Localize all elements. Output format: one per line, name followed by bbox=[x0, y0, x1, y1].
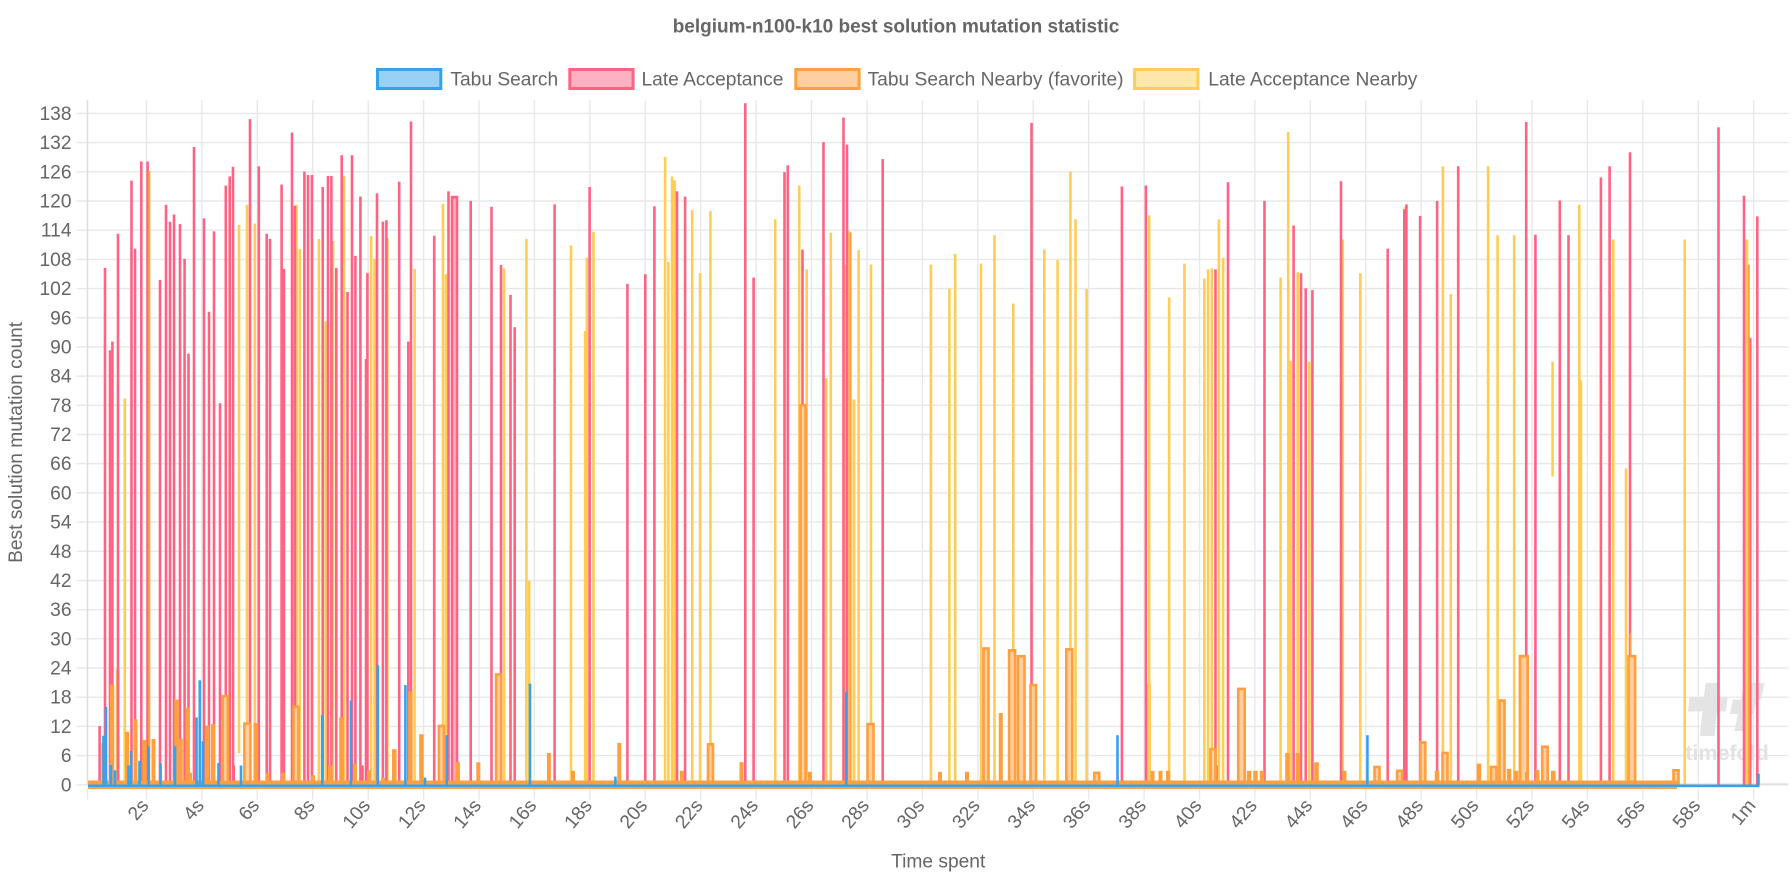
svg-text:84: 84 bbox=[50, 367, 72, 388]
svg-text:120: 120 bbox=[39, 192, 71, 213]
svg-text:126: 126 bbox=[39, 162, 71, 183]
svg-text:belgium-n100-k10 best solution: belgium-n100-k10 best solution mutation … bbox=[673, 17, 1120, 38]
svg-text:Tabu Search: Tabu Search bbox=[450, 70, 558, 91]
svg-text:12: 12 bbox=[50, 717, 71, 738]
svg-text:132: 132 bbox=[39, 133, 71, 154]
svg-text:30: 30 bbox=[50, 629, 71, 650]
svg-text:138: 138 bbox=[39, 104, 71, 125]
svg-text:Best solution mutation count: Best solution mutation count bbox=[6, 321, 27, 563]
svg-text:60: 60 bbox=[50, 483, 71, 504]
svg-text:42: 42 bbox=[50, 571, 71, 592]
svg-text:96: 96 bbox=[50, 308, 71, 329]
svg-text:6: 6 bbox=[61, 746, 72, 767]
svg-text:Tabu Search Nearby (favorite): Tabu Search Nearby (favorite) bbox=[868, 70, 1124, 91]
svg-text:0: 0 bbox=[61, 775, 72, 796]
svg-text:114: 114 bbox=[41, 221, 72, 242]
svg-text:66: 66 bbox=[50, 454, 71, 475]
svg-text:Late Acceptance: Late Acceptance bbox=[642, 70, 784, 91]
svg-text:36: 36 bbox=[50, 600, 71, 621]
svg-text:102: 102 bbox=[39, 279, 71, 300]
svg-text:48: 48 bbox=[50, 542, 71, 563]
svg-text:24: 24 bbox=[50, 659, 72, 680]
svg-text:18: 18 bbox=[50, 688, 71, 709]
svg-text:90: 90 bbox=[50, 337, 71, 358]
svg-text:78: 78 bbox=[50, 396, 71, 417]
svg-text:108: 108 bbox=[39, 250, 71, 271]
svg-text:timefold: timefold bbox=[1685, 741, 1769, 765]
svg-text:54: 54 bbox=[50, 513, 72, 534]
svg-text:Late Acceptance Nearby: Late Acceptance Nearby bbox=[1208, 70, 1417, 91]
svg-text:Time spent: Time spent bbox=[891, 852, 986, 873]
svg-text:72: 72 bbox=[50, 425, 71, 446]
